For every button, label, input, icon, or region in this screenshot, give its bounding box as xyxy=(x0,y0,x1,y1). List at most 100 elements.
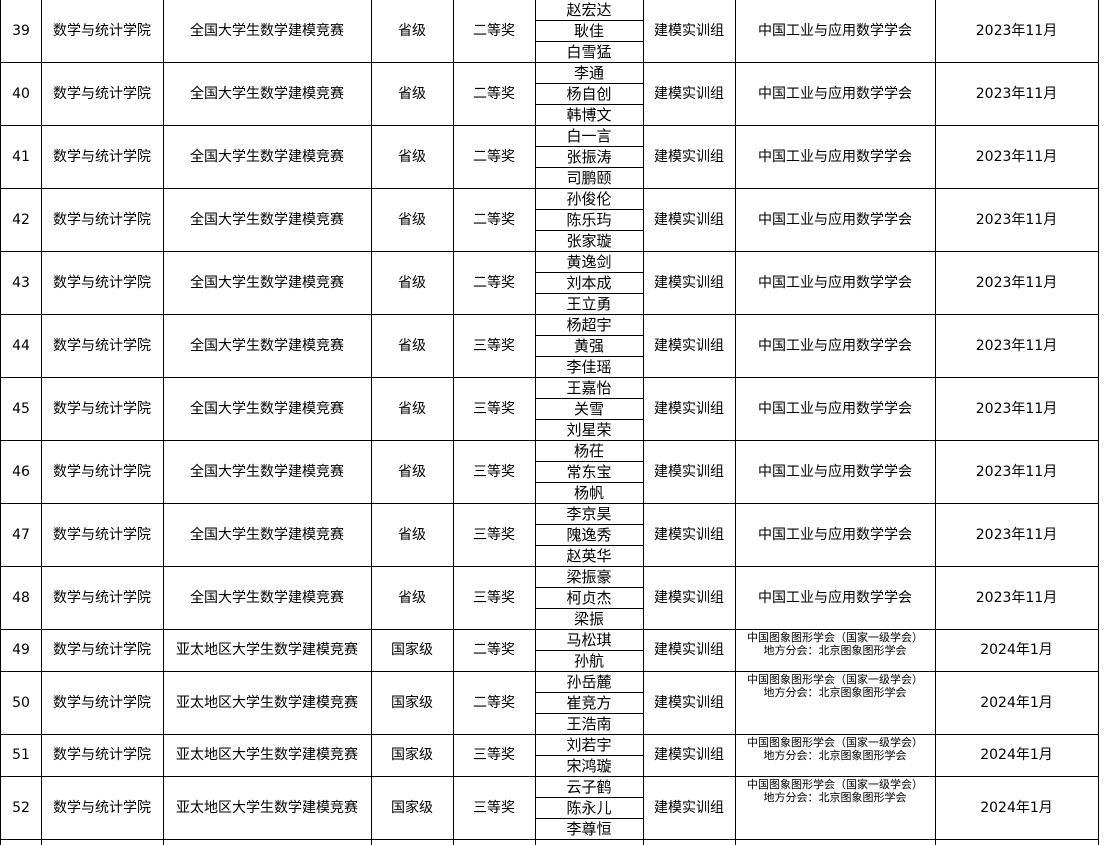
organizer-cell: 中国工业与应用数学学会 xyxy=(735,567,936,630)
no-cell: 49 xyxy=(0,630,42,672)
level-cell: 省级 xyxy=(371,378,454,441)
group-cell: 建模实训组 xyxy=(643,735,736,777)
award-cell: 二等奖 xyxy=(453,0,536,63)
member-name: 梁振豪 xyxy=(535,567,644,588)
empty-cell xyxy=(453,840,536,845)
group-cell: 建模实训组 xyxy=(643,252,736,315)
member-name: 宋鸿璇 xyxy=(535,756,644,777)
college-cell: 数学与统计学院 xyxy=(41,567,164,630)
no-cell: 51 xyxy=(0,735,42,777)
award-cell: 三等奖 xyxy=(453,315,536,378)
date-cell: 2023年11月 xyxy=(935,189,1099,252)
member-name: 黄逸剑 xyxy=(535,252,644,273)
empty-cell xyxy=(935,840,1099,845)
member-name: 李京昊 xyxy=(535,504,644,525)
no-cell: 40 xyxy=(0,63,42,126)
empty-cell xyxy=(535,840,644,845)
level-cell: 省级 xyxy=(371,504,454,567)
competition-cell: 全国大学生数学建模竞赛 xyxy=(163,0,372,63)
group-cell: 建模实训组 xyxy=(643,378,736,441)
empty-cell xyxy=(0,840,42,845)
competition-cell: 亚太地区大学生数学建模竞赛 xyxy=(163,735,372,777)
date-cell: 2024年1月 xyxy=(935,777,1099,840)
member-name: 杨茌 xyxy=(535,441,644,462)
level-cell: 省级 xyxy=(371,315,454,378)
no-cell: 46 xyxy=(0,441,42,504)
member-name: 常东宝 xyxy=(535,462,644,483)
group-cell: 建模实训组 xyxy=(643,504,736,567)
competition-cell: 全国大学生数学建模竞赛 xyxy=(163,504,372,567)
member-name: 孙俊伦 xyxy=(535,189,644,210)
member-name: 白一言 xyxy=(535,126,644,147)
empty-cell xyxy=(41,840,164,845)
no-cell: 42 xyxy=(0,189,42,252)
group-cell: 建模实训组 xyxy=(643,189,736,252)
award-cell: 三等奖 xyxy=(453,441,536,504)
award-cell: 三等奖 xyxy=(453,735,536,777)
member-name: 杨超宇 xyxy=(535,315,644,336)
level-cell: 省级 xyxy=(371,567,454,630)
member-name: 孙岳麓 xyxy=(535,672,644,693)
member-name: 司鹏颐 xyxy=(535,168,644,189)
member-name: 赵英华 xyxy=(535,546,644,567)
date-cell: 2023年11月 xyxy=(935,567,1099,630)
group-cell: 建模实训组 xyxy=(643,63,736,126)
organizer-cell: 中国工业与应用数学学会 xyxy=(735,63,936,126)
member-name: 白雪猛 xyxy=(535,42,644,63)
no-cell: 47 xyxy=(0,504,42,567)
college-cell: 数学与统计学院 xyxy=(41,0,164,63)
date-cell: 2023年11月 xyxy=(935,441,1099,504)
member-name: 隗逸秀 xyxy=(535,525,644,546)
organizer-cell: 中国图象图形学会（国家一级学会） 地方分会：北京图象图形学会 xyxy=(735,735,936,777)
award-cell: 三等奖 xyxy=(453,504,536,567)
group-cell: 建模实训组 xyxy=(643,630,736,672)
member-name: 李通 xyxy=(535,63,644,84)
no-cell: 43 xyxy=(0,252,42,315)
member-name: 云子鹤 xyxy=(535,777,644,798)
award-cell: 二等奖 xyxy=(453,672,536,735)
organizer-cell: 中国工业与应用数学学会 xyxy=(735,315,936,378)
level-cell: 国家级 xyxy=(371,735,454,777)
organizer-cell: 中国图象图形学会（国家一级学会） 地方分会：北京图象图形学会 xyxy=(735,630,936,672)
award-cell: 二等奖 xyxy=(453,189,536,252)
group-cell: 建模实训组 xyxy=(643,672,736,735)
member-name: 耿佳 xyxy=(535,21,644,42)
organizer-cell: 中国工业与应用数学学会 xyxy=(735,378,936,441)
member-name: 梁振 xyxy=(535,609,644,630)
group-cell: 建模实训组 xyxy=(643,126,736,189)
level-cell: 省级 xyxy=(371,441,454,504)
member-name: 崔竞方 xyxy=(535,693,644,714)
organizer-cell: 中国工业与应用数学学会 xyxy=(735,252,936,315)
level-cell: 国家级 xyxy=(371,630,454,672)
college-cell: 数学与统计学院 xyxy=(41,378,164,441)
competition-cell: 全国大学生数学建模竞赛 xyxy=(163,126,372,189)
no-cell: 39 xyxy=(0,0,42,63)
member-name: 杨自创 xyxy=(535,84,644,105)
competition-cell: 全国大学生数学建模竞赛 xyxy=(163,189,372,252)
college-cell: 数学与统计学院 xyxy=(41,504,164,567)
college-cell: 数学与统计学院 xyxy=(41,189,164,252)
date-cell: 2023年11月 xyxy=(935,126,1099,189)
date-cell: 2023年11月 xyxy=(935,315,1099,378)
date-cell: 2023年11月 xyxy=(935,63,1099,126)
college-cell: 数学与统计学院 xyxy=(41,441,164,504)
college-cell: 数学与统计学院 xyxy=(41,630,164,672)
no-cell: 44 xyxy=(0,315,42,378)
member-name: 赵宏达 xyxy=(535,0,644,21)
level-cell: 省级 xyxy=(371,0,454,63)
no-cell: 50 xyxy=(0,672,42,735)
member-name: 张振涛 xyxy=(535,147,644,168)
member-name: 柯贞杰 xyxy=(535,588,644,609)
no-cell: 41 xyxy=(0,126,42,189)
competition-cell: 全国大学生数学建模竞赛 xyxy=(163,378,372,441)
member-name: 关雪 xyxy=(535,399,644,420)
level-cell: 省级 xyxy=(371,63,454,126)
member-name: 韩博文 xyxy=(535,105,644,126)
award-cell: 三等奖 xyxy=(453,777,536,840)
empty-cell xyxy=(643,840,736,845)
level-cell: 国家级 xyxy=(371,777,454,840)
member-name: 陈永儿 xyxy=(535,798,644,819)
level-cell: 省级 xyxy=(371,189,454,252)
date-cell: 2023年11月 xyxy=(935,0,1099,63)
